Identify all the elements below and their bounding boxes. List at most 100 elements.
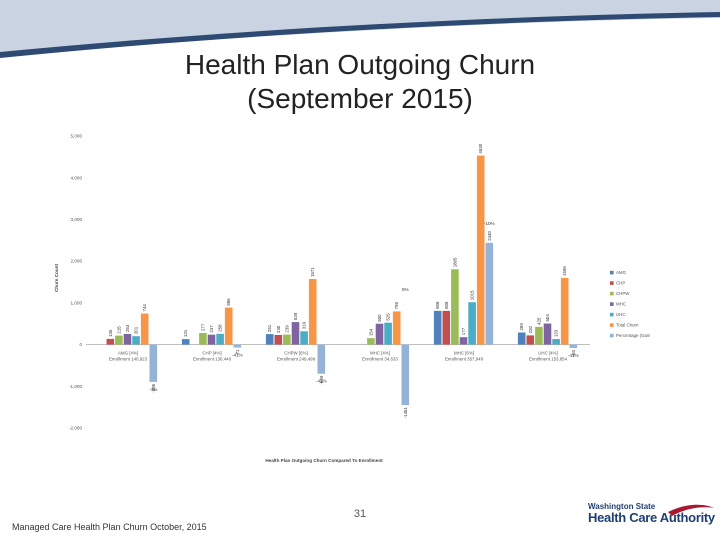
y-tick-label: 1,000 [71,300,83,305]
y-tick-label: -2,000 [69,426,82,431]
bar-value-label: 215 [116,326,121,334]
bar-value-label: 289 [519,323,524,331]
legend-swatch [610,281,614,285]
bar-chpw [535,326,543,345]
bar-chp [106,338,115,345]
bar-value-label: 1571 [310,267,315,277]
y-axis: 5,000 4,000 3,000 2,000 1,000 0 -1,000 -2,000 [69,134,590,431]
bar-value-label: 230 [276,325,281,333]
bar-value-label: 539 [293,312,298,320]
x-tick-label: CHP [4%] [202,351,221,356]
bar-value-label: 177 [461,327,466,335]
bar-percentage [317,344,326,374]
slide-title: Health Plan Outgoing Churn (September 20… [0,48,720,116]
bar-uhc [300,331,308,345]
bar-mhc [123,334,132,345]
footer-text: Managed Care Health Plan Churn October, … [12,522,207,532]
percent-annotation: 5% [402,287,409,292]
bar-percentage [149,344,158,382]
percent-annotation: -41% [568,353,579,358]
legend-swatch [610,323,614,327]
bar-chpw [283,334,291,345]
y-tick-label: 2,000 [71,259,83,264]
bar-value-label: 258 [218,324,223,332]
legend-entry: Total Churn [616,323,639,328]
x-tick-label: CHPW [6%] [284,351,307,356]
legend-swatch [610,312,614,317]
bar-value-label: 201 [134,326,139,334]
bar-chpw [451,269,459,345]
y-tick-label: 5,000 [71,134,83,139]
bar-mhc [207,334,216,345]
bar-value-label: 2440 [487,230,492,240]
bar-value-label: 795 [394,302,399,310]
x-tick-label: MHC [4%] [370,351,390,356]
bar-mhc [375,323,384,345]
bar-value-label: 253 [125,324,130,332]
percent-annotation: -41% [316,379,327,384]
bar-value-label: 319 [302,321,307,329]
bar-value-label: 133 [554,329,559,337]
y-tick-label: 4,000 [71,175,83,180]
x-tick-label: UHC [4%] [538,351,558,356]
x-axis: AMG [4%]Enrollment 140,923 CHP [4%] Enroll… [109,351,568,362]
bar-value-label: 500 [377,314,382,322]
x-tick-sublabel: Enrollment 153,854 [529,357,568,362]
legend-entry: CHP [616,281,625,286]
bar-value-label: 239 [284,325,289,333]
bar-total-churn [392,311,401,345]
bar-total-churn [308,279,317,345]
bar-uhc [216,333,224,345]
bar-value-label: 71 [235,349,240,354]
logo-title: Health Care Authority [588,510,715,525]
bar-value-label: -895 [151,383,156,392]
bar-value-label: -699 [319,375,324,384]
bar-value-label: 131 [183,329,188,337]
legend-entry: Percentage (Gain/Loss) [616,333,650,338]
legend-entry: CHPW [616,291,630,296]
bar-value-label: 808 [444,301,449,309]
x-tick-label: AMG [4%] [118,351,138,356]
x-tick-label: MHC [6%] [454,351,474,356]
y-tick-label: -1,000 [69,384,82,389]
bar-chpw [199,333,207,345]
legend-entry: MHC [616,302,626,307]
bar-value-label: 808 [435,301,440,309]
bar-total-churn [140,313,149,345]
bar-value-label: 744 [142,304,147,312]
legend-swatch [610,302,614,306]
y-tick-label: 3,000 [71,217,83,222]
bar-value-label: 251 [267,324,272,332]
bar-value-label: 277 [200,323,205,331]
bar-percentage [233,344,242,348]
legend: AMG CHP CHPW MHC UHC Total Churn Percentage (G… [610,270,650,338]
bar-uhc [468,302,476,345]
churn-bar-chart: 5,000 4,000 3,000 2,000 1,000 0 -1,000 -2,000 1… [54,134,650,463]
x-tick-sublabel: Enrollment 140,923 [109,357,148,362]
bar-value-label: 1805 [452,257,457,267]
logo-subtitle: Washington State [588,502,656,511]
x-axis-title: Health Plan Outgoing Churn Compared To E… [265,458,383,463]
bar-mhc [543,323,552,345]
bar-percentage [485,242,494,345]
bar-value-label: 154 [368,328,373,336]
percent-annotation: -7% [149,387,157,392]
bar-chp [442,310,451,345]
bar-uhc [132,336,140,345]
bar-total-churn [476,155,485,345]
bar-value-label: 504 [545,314,550,322]
bar-chp [526,335,535,345]
bar-value-label: 525 [386,313,391,321]
bar-percentage [401,344,410,406]
bar-percentage [569,344,578,349]
bar-value-label: 237 [209,325,214,333]
x-tick-sublabel: Enrollment 34,633 [362,357,398,362]
bar-uhc [384,322,392,345]
bar-mhc [459,337,468,345]
bar-value-label: 1596 [562,266,567,276]
legend-swatch [610,333,614,338]
bar-chpw [367,338,375,345]
bar-value-label: -1451 [403,407,408,419]
slide-title-line-2: (September 2015) [247,83,473,114]
percent-annotation: -41% [232,353,243,358]
